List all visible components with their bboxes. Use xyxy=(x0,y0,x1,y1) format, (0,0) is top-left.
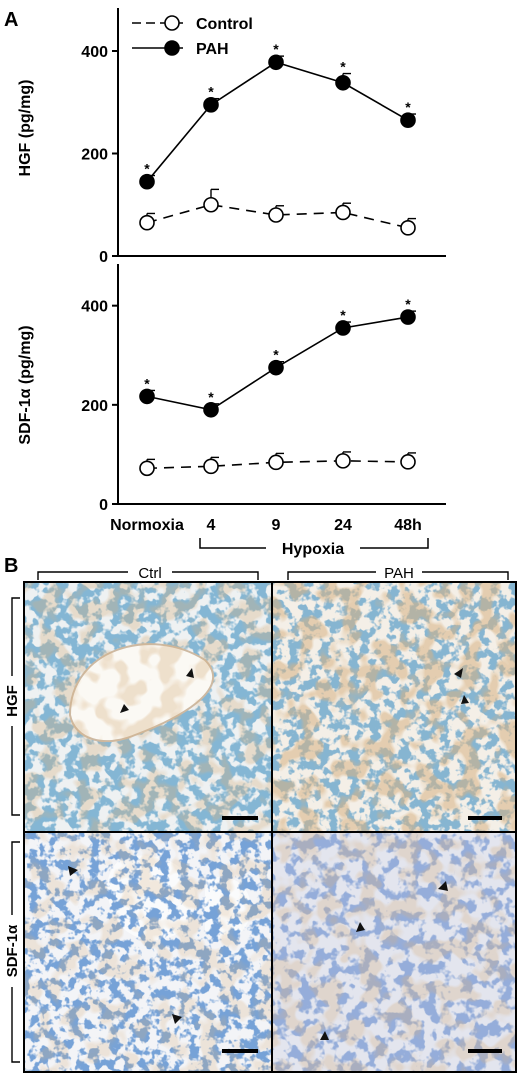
control-data-point xyxy=(335,204,351,221)
panel-a-label: A xyxy=(4,9,18,31)
pah-data-point xyxy=(203,97,219,113)
arrowhead-icon xyxy=(186,668,194,678)
significance-marker: * xyxy=(405,99,411,115)
legend-pah-marker xyxy=(164,40,180,56)
pah-series-line xyxy=(146,61,409,183)
control-data-point xyxy=(335,453,351,469)
control-series-line xyxy=(146,460,409,470)
y-tick-label: 400 xyxy=(81,299,108,316)
hypoxia-bracket: Hypoxia xyxy=(199,538,429,558)
y-tick-label: 200 xyxy=(81,147,108,164)
y-tick-label: 0 xyxy=(99,249,108,266)
y-tick-label: 0 xyxy=(99,497,108,514)
arrowhead-icon xyxy=(438,881,448,891)
sdf-chart: SDF-1α (pg/mg) 0 200 400 * * * * * xyxy=(17,264,446,514)
panel-b-label: B xyxy=(4,555,18,577)
x-tick-label: 9 xyxy=(272,517,281,534)
significance-marker: * xyxy=(273,41,279,57)
row-label-hgf: HGF xyxy=(4,685,21,717)
pah-data-point xyxy=(139,388,155,405)
column-bracket-ctrl: Ctrl xyxy=(37,562,259,582)
y-tick-label: 200 xyxy=(81,398,108,415)
legend-control-marker xyxy=(164,15,180,31)
hgf-y-axis-label: HGF (pg/mg) xyxy=(17,80,34,177)
micrograph-sdf-pah xyxy=(272,832,516,1072)
hgf-marks: * * * * * xyxy=(139,41,416,236)
column-bracket-pah: PAH xyxy=(287,562,509,582)
sdf-y-ticks: 0 200 400 xyxy=(81,299,118,514)
arrowhead-icon xyxy=(68,866,78,876)
x-tick-label: 4 xyxy=(207,517,216,534)
significance-marker: * xyxy=(208,84,214,100)
x-tick-label: 48h xyxy=(394,517,422,534)
sdf-marks: * * * * * xyxy=(139,296,416,477)
pah-data-point xyxy=(400,112,416,128)
control-data-point xyxy=(139,214,155,231)
pah-data-point xyxy=(335,74,351,91)
legend-pah-label: PAH xyxy=(196,41,229,58)
control-data-point xyxy=(203,458,219,475)
legend: Control PAH xyxy=(132,15,253,58)
sdf-y-axis-label: SDF-1α (pg/mg) xyxy=(17,325,34,444)
significance-marker: * xyxy=(208,389,214,405)
micrograph-grid xyxy=(23,581,517,1073)
control-data-point xyxy=(203,196,219,213)
pah-data-point xyxy=(400,309,416,325)
row-bracket-hgf: HGF xyxy=(3,597,21,816)
row-bracket-sdf: SDF-1α xyxy=(3,841,21,1063)
arrowhead-icon xyxy=(454,668,463,678)
control-data-point xyxy=(400,454,416,470)
control-data-point xyxy=(139,460,155,477)
micrograph-hgf-pah xyxy=(272,582,516,832)
arrowhead-icon xyxy=(172,1014,182,1024)
control-data-point xyxy=(268,207,284,223)
row-label-sdf: SDF-1α xyxy=(4,924,21,977)
pah-data-point xyxy=(268,359,284,376)
arrowhead-icon xyxy=(320,1031,329,1040)
significance-marker: * xyxy=(340,59,346,75)
significance-marker: * xyxy=(340,307,346,323)
arrowhead-icon xyxy=(120,704,129,713)
micrograph-frame xyxy=(23,581,517,1073)
x-category-labels: Normoxia 4 9 24 48h xyxy=(110,517,422,534)
y-tick-label: 400 xyxy=(81,44,108,61)
micrograph-sdf-ctrl xyxy=(24,832,272,1072)
pah-data-point xyxy=(335,320,351,336)
col-label-pah: PAH xyxy=(384,565,414,582)
control-data-point xyxy=(268,454,284,471)
significance-marker: * xyxy=(273,347,279,363)
arrowhead-icon xyxy=(356,922,365,932)
control-series-line xyxy=(146,203,409,229)
arrowhead-icon xyxy=(461,695,469,704)
significance-marker: * xyxy=(405,296,411,312)
col-label-ctrl: Ctrl xyxy=(138,565,161,582)
significance-marker: * xyxy=(144,375,150,391)
hgf-chart: HGF (pg/mg) 0 200 400 * * * * * xyxy=(17,8,446,266)
hgf-y-ticks: 0 200 400 xyxy=(81,44,118,266)
x-tick-label: Normoxia xyxy=(110,517,184,534)
pah-data-point xyxy=(268,54,284,71)
legend-control-label: Control xyxy=(196,16,253,33)
significance-marker: * xyxy=(144,161,150,177)
control-data-point xyxy=(400,220,416,236)
x-tick-label: 24 xyxy=(334,517,352,534)
hypoxia-label: Hypoxia xyxy=(282,541,344,558)
pah-data-point xyxy=(139,173,155,190)
micrograph-hgf-ctrl xyxy=(24,582,272,832)
pah-data-point xyxy=(203,401,219,418)
